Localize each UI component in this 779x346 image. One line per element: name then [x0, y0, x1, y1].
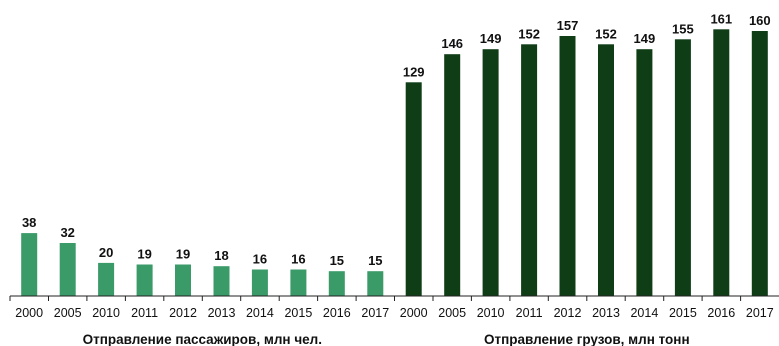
- value-label-cargo-2013: 152: [595, 26, 617, 41]
- x-ticks-layer: 2000 2005 2010 2011 2012 2013 2014 2015 2016 2017…: [9, 296, 774, 320]
- value-label-cargo-2012: 157: [557, 18, 579, 33]
- value-label-cargo-2000: 129: [403, 64, 425, 79]
- value-label-passengers-2016: 15: [330, 253, 344, 268]
- group-labels-layer: Отправление пассажиров, млн чел. Отправле…: [83, 332, 690, 346]
- value-label-passengers-2013: 18: [214, 248, 228, 263]
- bar-cargo-2011: [521, 44, 538, 297]
- bar-cargo-2015: [674, 39, 691, 297]
- bar-cargo-2014: [636, 49, 653, 297]
- bar-passengers-2005: [59, 243, 76, 296]
- x-tick-cargo-2015: 2015: [669, 306, 697, 320]
- bar-cargo-2005: [444, 54, 461, 297]
- bar-passengers-2013: [213, 266, 230, 296]
- x-tick-passengers-2011: 2011: [131, 306, 158, 320]
- bar-passengers-2012: [175, 264, 191, 296]
- value-label-passengers-2005: 32: [60, 225, 74, 240]
- value-label-cargo-2005: 146: [441, 36, 463, 51]
- x-tick-passengers-2015: 2015: [284, 306, 312, 320]
- group-label-passengers: Отправление пассажиров, млн чел.: [83, 332, 322, 346]
- x-tick-passengers-2016: 2016: [323, 306, 351, 320]
- bar-passengers-2011: [136, 264, 153, 296]
- x-tick-cargo-2017: 2017: [746, 306, 774, 320]
- value-label-passengers-2017: 15: [368, 253, 382, 268]
- bar-passengers-2014: [251, 269, 268, 296]
- x-tick-passengers-2014: 2014: [246, 306, 274, 320]
- x-tick-passengers-2000: 2000: [15, 306, 43, 320]
- value-label-passengers-2011: 19: [137, 247, 151, 262]
- value-label-cargo-2010: 149: [480, 31, 502, 46]
- x-tick-cargo-2010: 2010: [477, 306, 505, 320]
- bars-layer: [21, 29, 768, 297]
- x-tick-cargo-2014: 2014: [630, 306, 658, 320]
- value-labels-layer: 38 32 20 19 19 18 16 16 15 15 129 146 149 152 157 152 14…: [22, 11, 771, 268]
- x-tick-cargo-2012: 2012: [554, 306, 582, 320]
- x-tick-cargo-2000: 2000: [400, 306, 428, 320]
- group-label-cargo: Отправление грузов, млн тонн: [484, 332, 690, 346]
- bar-cargo-2013: [598, 44, 614, 297]
- value-label-cargo-2011: 152: [518, 26, 540, 41]
- x-tick-cargo-2016: 2016: [707, 306, 735, 320]
- bar-passengers-2017: [367, 271, 384, 296]
- x-tick-cargo-2013: 2013: [592, 306, 620, 320]
- bar-passengers-2010: [98, 262, 115, 296]
- bar-cargo-2012: [559, 36, 576, 296]
- value-label-passengers-2015: 16: [291, 252, 305, 267]
- value-label-passengers-2012: 19: [176, 247, 190, 262]
- bar-passengers-2015: [290, 269, 307, 296]
- bar-cargo-2017: [751, 31, 768, 296]
- x-tick-cargo-2005: 2005: [438, 306, 466, 320]
- value-label-cargo-2014: 149: [634, 31, 656, 46]
- bar-cargo-2010: [482, 49, 499, 297]
- value-label-cargo-2017: 160: [749, 13, 771, 28]
- bar-cargo-2016: [713, 29, 730, 297]
- bar-passengers-2000: [21, 233, 38, 296]
- x-tick-passengers-2017: 2017: [361, 306, 389, 320]
- x-tick-passengers-2012: 2012: [169, 306, 197, 320]
- x-tick-passengers-2013: 2013: [208, 306, 236, 320]
- x-tick-cargo-2011: 2011: [516, 306, 543, 320]
- x-tick-passengers-2010: 2010: [92, 306, 120, 320]
- x-tick-passengers-2005: 2005: [54, 306, 82, 320]
- value-label-cargo-2015: 155: [672, 21, 694, 36]
- value-label-passengers-2014: 16: [253, 252, 267, 267]
- value-label-passengers-2010: 20: [99, 245, 113, 260]
- bar-cargo-2000: [405, 82, 422, 296]
- value-label-cargo-2016: 161: [710, 11, 732, 26]
- bar-passengers-2016: [328, 271, 345, 296]
- value-label-passengers-2000: 38: [22, 215, 36, 230]
